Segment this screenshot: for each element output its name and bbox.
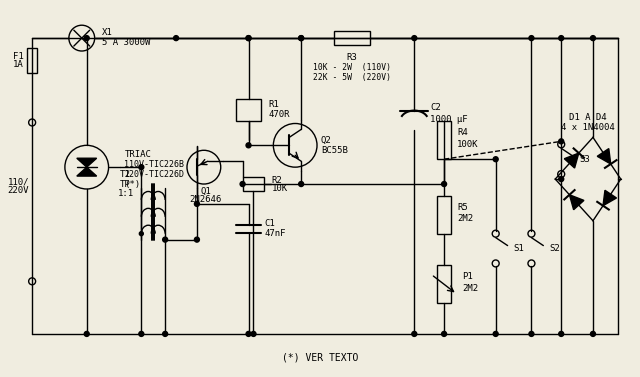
Text: C2: C2 <box>430 103 441 112</box>
Text: S3: S3 <box>579 155 590 164</box>
Text: BC55B: BC55B <box>321 146 348 155</box>
FancyBboxPatch shape <box>437 196 451 234</box>
Text: R1: R1 <box>268 100 279 109</box>
Text: S1: S1 <box>513 244 524 253</box>
Circle shape <box>442 182 447 187</box>
FancyBboxPatch shape <box>437 121 451 159</box>
Text: 4 x 1N4004: 4 x 1N4004 <box>561 123 615 132</box>
Text: R4: R4 <box>457 128 468 137</box>
Circle shape <box>559 176 564 182</box>
Text: T1: T1 <box>120 170 131 179</box>
Circle shape <box>139 331 144 336</box>
Text: R5: R5 <box>457 203 468 212</box>
Text: TRIAC: TRIAC <box>124 150 151 159</box>
Circle shape <box>529 36 534 41</box>
Text: 2N2646: 2N2646 <box>189 195 222 204</box>
Polygon shape <box>570 195 584 210</box>
Polygon shape <box>77 167 97 176</box>
Text: 5 A 3000W: 5 A 3000W <box>102 38 150 47</box>
Text: 10K: 10K <box>271 184 287 193</box>
Polygon shape <box>564 153 579 168</box>
Circle shape <box>299 36 303 41</box>
Circle shape <box>246 36 251 41</box>
Circle shape <box>246 331 251 336</box>
Text: (*): (*) <box>124 179 141 188</box>
Circle shape <box>163 237 168 242</box>
Text: 22K - 5W  (220V): 22K - 5W (220V) <box>313 73 391 82</box>
Circle shape <box>493 157 498 162</box>
Circle shape <box>412 331 417 336</box>
Text: 1A: 1A <box>13 60 24 69</box>
Circle shape <box>251 331 256 336</box>
Circle shape <box>529 331 534 336</box>
Polygon shape <box>597 149 611 164</box>
Text: S2: S2 <box>549 244 560 253</box>
Circle shape <box>591 36 595 41</box>
Text: F1: F1 <box>13 52 24 61</box>
Circle shape <box>195 201 200 206</box>
FancyBboxPatch shape <box>236 99 261 121</box>
Text: 1:1: 1:1 <box>117 190 134 198</box>
Text: Q1: Q1 <box>200 187 211 196</box>
Circle shape <box>559 36 564 41</box>
Circle shape <box>412 36 417 41</box>
Circle shape <box>559 331 564 336</box>
Text: 47nF: 47nF <box>264 229 286 238</box>
Circle shape <box>84 331 89 336</box>
Polygon shape <box>77 158 97 167</box>
Circle shape <box>240 182 245 187</box>
Text: R3: R3 <box>346 54 357 63</box>
Circle shape <box>163 331 168 336</box>
Circle shape <box>299 182 303 187</box>
Circle shape <box>173 36 179 41</box>
Circle shape <box>591 331 595 336</box>
Circle shape <box>139 165 144 170</box>
Circle shape <box>559 139 564 144</box>
Text: P1: P1 <box>462 272 473 281</box>
Circle shape <box>493 331 498 336</box>
Circle shape <box>195 237 200 242</box>
Text: C1: C1 <box>264 219 275 228</box>
Text: 10K - 2W  (110V): 10K - 2W (110V) <box>313 63 391 72</box>
Circle shape <box>246 36 251 41</box>
Text: X1: X1 <box>102 28 113 37</box>
Text: D1 A D4: D1 A D4 <box>569 113 607 122</box>
Text: 110/: 110/ <box>8 178 29 187</box>
Text: (*) VER TEXTO: (*) VER TEXTO <box>282 353 358 363</box>
Text: 220V-TIC226D: 220V-TIC226D <box>124 170 184 179</box>
Text: 100K: 100K <box>457 140 479 149</box>
Circle shape <box>140 232 143 236</box>
Circle shape <box>84 36 89 41</box>
Circle shape <box>299 36 303 41</box>
FancyBboxPatch shape <box>334 31 370 45</box>
FancyBboxPatch shape <box>243 177 264 191</box>
Polygon shape <box>603 190 616 206</box>
Text: Q2: Q2 <box>321 136 332 145</box>
Text: 220V: 220V <box>8 187 29 196</box>
FancyBboxPatch shape <box>437 265 451 303</box>
Text: 1000 μF: 1000 μF <box>430 115 468 124</box>
Circle shape <box>442 331 447 336</box>
FancyBboxPatch shape <box>27 48 37 73</box>
Text: TP: TP <box>120 179 131 188</box>
Text: 110V-TIC226B: 110V-TIC226B <box>124 160 184 169</box>
Text: 470R: 470R <box>268 110 290 119</box>
Text: 2M2: 2M2 <box>462 284 478 293</box>
Text: R2: R2 <box>271 176 282 185</box>
Circle shape <box>246 143 251 148</box>
Text: 2M2: 2M2 <box>457 214 473 223</box>
